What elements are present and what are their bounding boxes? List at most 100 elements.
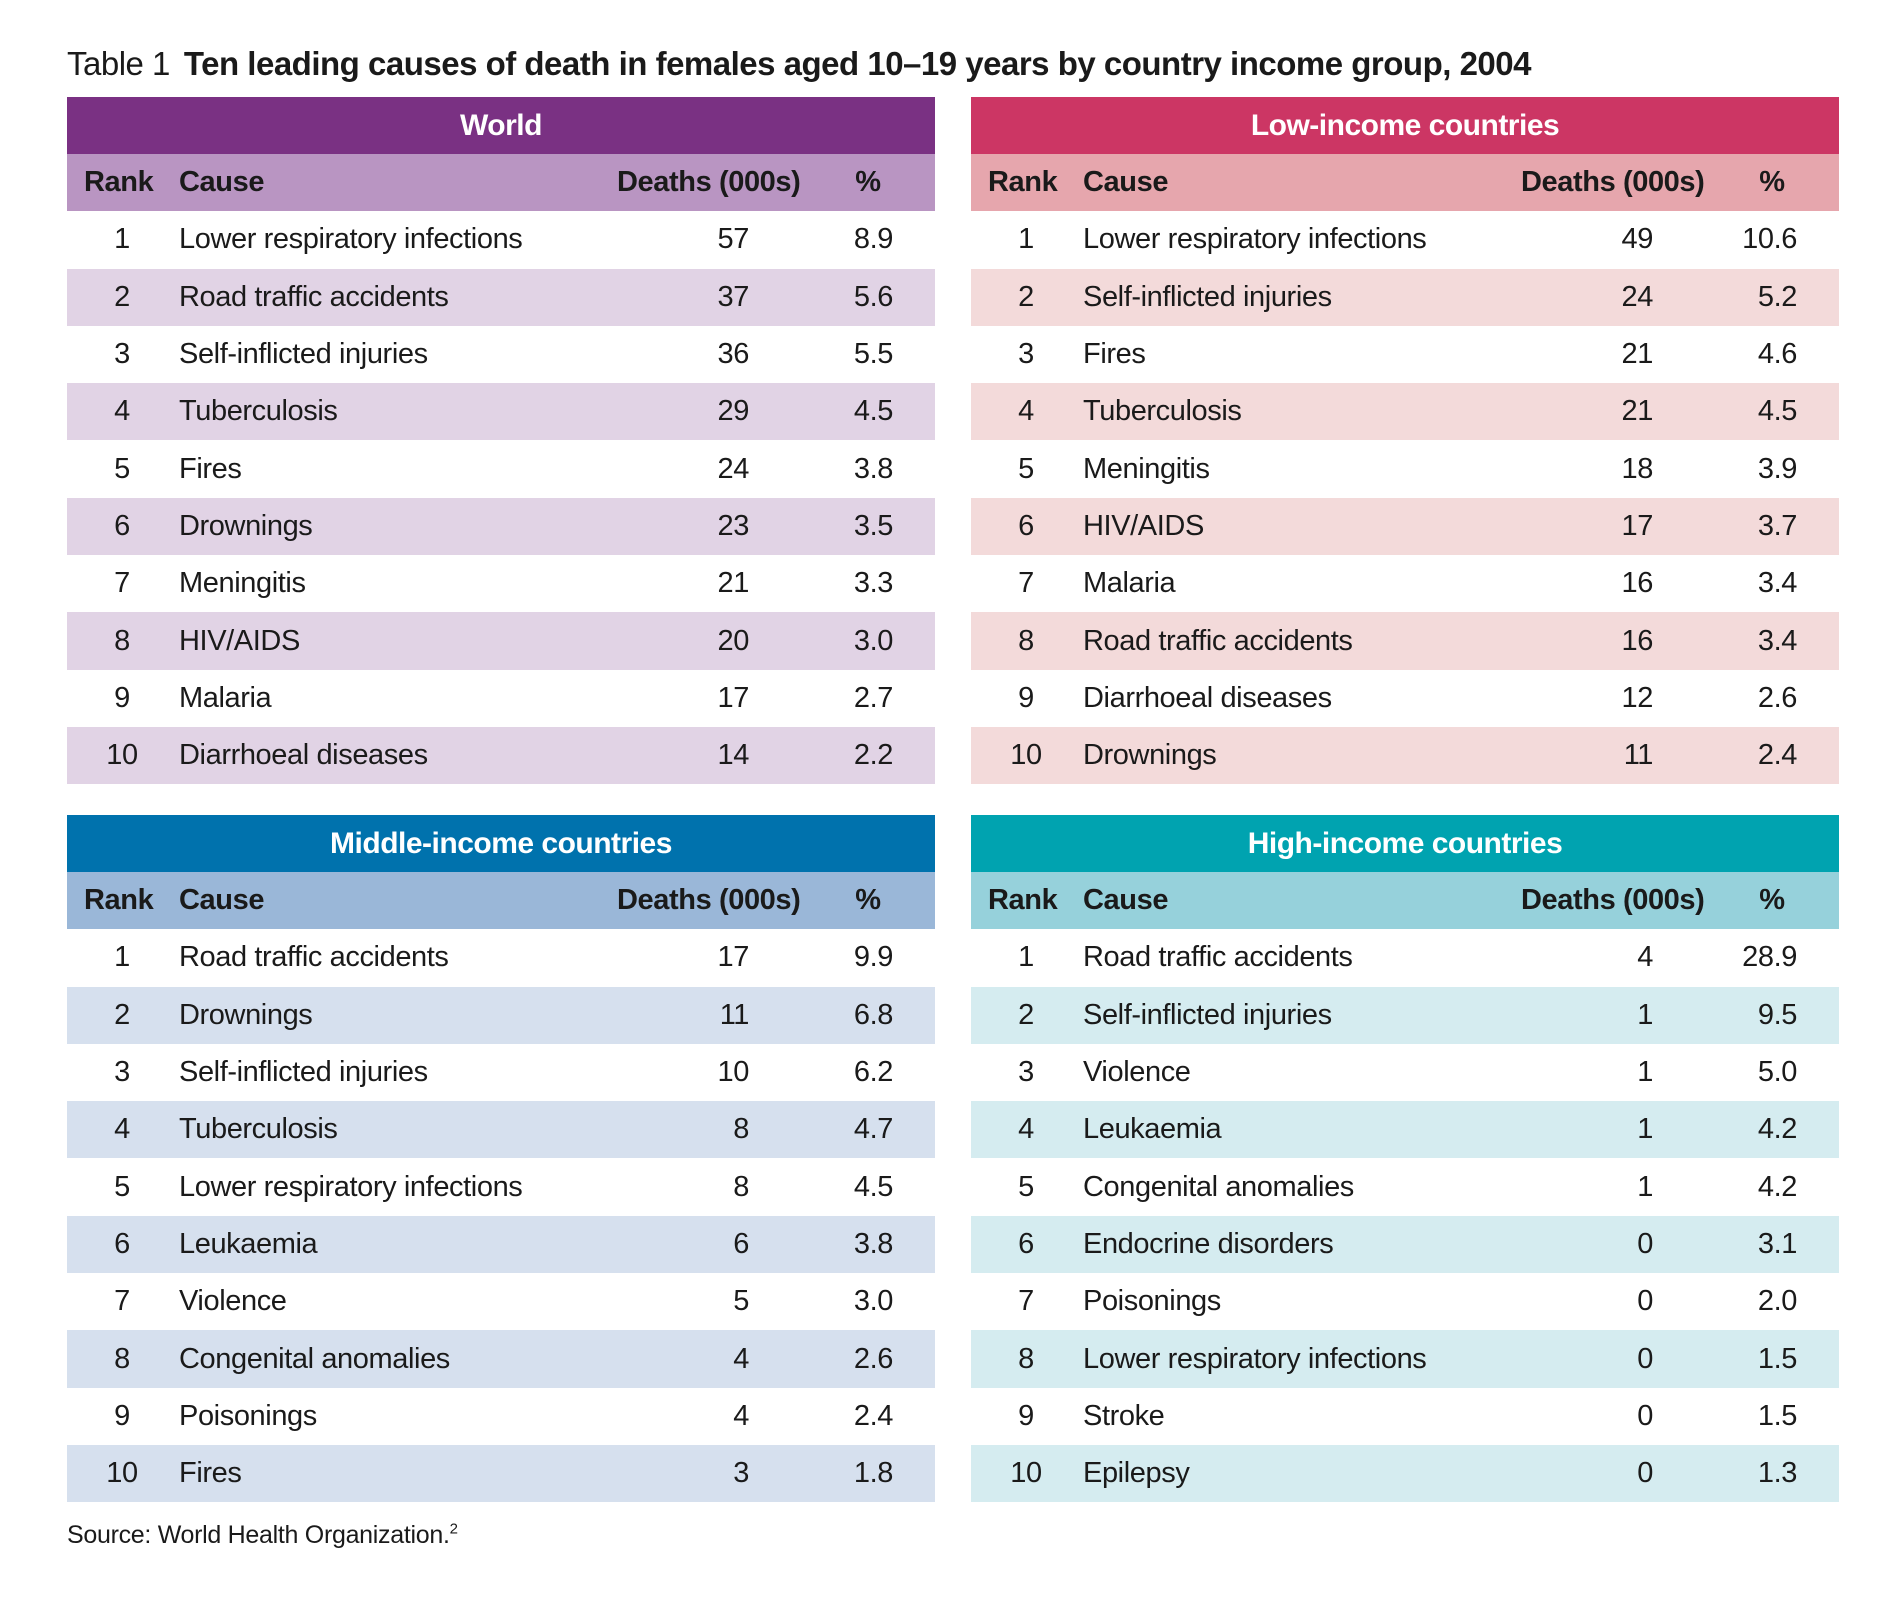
cell-deaths: 36 bbox=[717, 338, 750, 371]
cell-rank: 1 bbox=[114, 223, 130, 256]
cell-pct: 3.4 bbox=[1757, 567, 1798, 600]
cell-rank: 9 bbox=[114, 1399, 130, 1432]
cell-deaths: 29 bbox=[717, 395, 750, 428]
source-note: Source: World Health Organization.2 bbox=[67, 1520, 458, 1550]
table-row: 3 Violence 1 5.0 bbox=[971, 1044, 1839, 1101]
cell-rank: 8 bbox=[1018, 624, 1034, 657]
cell-pct: 4.5 bbox=[853, 395, 894, 428]
cell-rank: 6 bbox=[114, 509, 130, 542]
cell-cause: Lower respiratory infections bbox=[1083, 1342, 1427, 1375]
cell-rank: 2 bbox=[114, 998, 130, 1031]
cell-cause: Lower respiratory infections bbox=[179, 223, 523, 256]
column-header-rank: Rank bbox=[84, 884, 154, 917]
cell-deaths: 6 bbox=[733, 1227, 749, 1260]
cell-deaths: 16 bbox=[1621, 567, 1654, 600]
cell-rank: 3 bbox=[1018, 1056, 1034, 1089]
cell-pct: 4.2 bbox=[1757, 1170, 1798, 1203]
cell-deaths: 4 bbox=[733, 1342, 749, 1375]
cell-deaths: 8 bbox=[733, 1113, 749, 1146]
cell-pct: 8.9 bbox=[853, 223, 894, 256]
header-row: Rank Cause Deaths (000s)% bbox=[971, 872, 1839, 930]
column-header-deaths: Deaths (000s) bbox=[617, 884, 801, 917]
cell-pct: 3.4 bbox=[1757, 624, 1798, 657]
cell-rank: 4 bbox=[114, 1113, 130, 1146]
cell-deaths: 1 bbox=[1637, 1056, 1653, 1089]
cell-rank: 1 bbox=[114, 941, 130, 974]
cell-deaths: 0 bbox=[1637, 1285, 1653, 1318]
panel-middle-income: Middle-income countries Rank Cause Deaths (… bbox=[67, 815, 935, 1503]
source-text: Source: World Health Organization. bbox=[67, 1521, 450, 1549]
table-row: 8 HIV/AIDS 20 3.0 bbox=[67, 612, 935, 670]
cell-pct: 2.0 bbox=[1757, 1285, 1798, 1318]
cell-pct: 3.0 bbox=[853, 1285, 894, 1318]
column-header-cause: Cause bbox=[179, 884, 265, 917]
cell-deaths: 0 bbox=[1637, 1227, 1653, 1260]
cell-deaths: 37 bbox=[717, 280, 750, 313]
cell-cause: Tuberculosis bbox=[1083, 395, 1242, 428]
cell-deaths: 18 bbox=[1621, 452, 1654, 485]
cell-rank: 7 bbox=[114, 1285, 130, 1318]
table-row: 4 Tuberculosis 8 4.7 bbox=[67, 1101, 935, 1159]
table-row: 4 Leukaemia 1 4.2 bbox=[971, 1101, 1839, 1159]
panel-title: Low-income countries bbox=[971, 97, 1839, 154]
cause-table: Rank Cause Deaths (000s)% 1 Lower respirator… bbox=[971, 154, 1839, 785]
cell-cause: Congenital anomalies bbox=[1083, 1170, 1354, 1203]
table-row: 1 Lower respiratory infections 57 8.9 bbox=[67, 211, 935, 268]
cell-rank: 5 bbox=[1018, 452, 1034, 485]
cell-rank: 9 bbox=[1018, 1399, 1034, 1432]
cell-cause: Drownings bbox=[179, 998, 313, 1031]
panel-low-income: Low-income countries Rank Cause Deaths (000… bbox=[971, 97, 1839, 785]
cell-deaths: 11 bbox=[719, 998, 750, 1031]
cell-rank: 6 bbox=[1018, 509, 1034, 542]
cell-deaths: 1 bbox=[1637, 1170, 1653, 1203]
cell-cause: Leukaemia bbox=[1083, 1113, 1222, 1146]
cause-table: Rank Cause Deaths (000s)% 1 Lower respirator… bbox=[67, 154, 935, 785]
table-row: 5 Meningitis 18 3.9 bbox=[971, 440, 1839, 497]
cell-deaths: 1 bbox=[1637, 1113, 1653, 1146]
cell-rank: 3 bbox=[114, 1056, 130, 1089]
table-row: 7 Violence 5 3.0 bbox=[67, 1273, 935, 1330]
panel-title: World bbox=[67, 97, 935, 154]
cell-cause: Drownings bbox=[1083, 739, 1217, 772]
cell-cause: Fires bbox=[1083, 338, 1146, 371]
cell-cause: Lower respiratory infections bbox=[179, 1170, 523, 1203]
cell-pct: 5.5 bbox=[853, 338, 894, 371]
cell-pct: 1.5 bbox=[1757, 1399, 1798, 1432]
cell-pct: 28.9 bbox=[1742, 941, 1797, 974]
cell-cause: HIV/AIDS bbox=[1083, 509, 1204, 542]
cell-pct: 3.5 bbox=[853, 509, 894, 542]
cell-rank: 8 bbox=[1018, 1342, 1034, 1375]
cell-deaths: 21 bbox=[717, 567, 750, 600]
cell-pct: 6.2 bbox=[853, 1056, 894, 1089]
table-row: 1 Road traffic accidents 4 28.9 bbox=[971, 929, 1839, 986]
cell-pct: 1.5 bbox=[1757, 1342, 1798, 1375]
cause-table: Rank Cause Deaths (000s)% 1 Road traffic acc… bbox=[67, 872, 935, 1503]
cell-pct: 2.6 bbox=[1757, 681, 1798, 714]
cell-pct: 10.6 bbox=[1742, 223, 1797, 256]
table-row: 2 Self-inflicted injuries 1 9.5 bbox=[971, 986, 1839, 1044]
table-row: 9 Poisonings 4 2.4 bbox=[67, 1388, 935, 1445]
panel-high-income: High-income countries Rank Cause Deaths (00… bbox=[971, 815, 1839, 1503]
cell-pct: 4.6 bbox=[1757, 338, 1798, 371]
cell-cause: Stroke bbox=[1083, 1399, 1165, 1432]
cell-rank: 1 bbox=[1018, 941, 1034, 974]
cell-deaths: 4 bbox=[733, 1399, 749, 1432]
cell-deaths: 11 bbox=[1623, 739, 1654, 772]
cell-cause: Drownings bbox=[179, 509, 313, 542]
header-row: Rank Cause Deaths (000s)% bbox=[67, 872, 935, 930]
table-row: 2 Self-inflicted injuries 24 5.2 bbox=[971, 268, 1839, 326]
cell-rank: 8 bbox=[114, 624, 130, 657]
cell-cause: Road traffic accidents bbox=[179, 941, 449, 974]
cell-deaths: 1 bbox=[1637, 998, 1653, 1031]
table-row: 2 Road traffic accidents 37 5.6 bbox=[67, 268, 935, 326]
cause-table: Rank Cause Deaths (000s)% 1 Road traffic acc… bbox=[971, 872, 1839, 1503]
cell-deaths: 3 bbox=[733, 1457, 749, 1490]
cell-rank: 1 bbox=[1018, 223, 1034, 256]
panel-title: Middle-income countries bbox=[67, 815, 935, 872]
table-row: 6 HIV/AIDS 17 3.7 bbox=[971, 497, 1839, 556]
cell-cause: Endocrine disorders bbox=[1083, 1227, 1334, 1260]
cell-cause: Malaria bbox=[1083, 567, 1176, 600]
cell-cause: Poisonings bbox=[1083, 1285, 1221, 1318]
cell-rank: 6 bbox=[1018, 1227, 1034, 1260]
cell-deaths: 23 bbox=[717, 509, 750, 542]
